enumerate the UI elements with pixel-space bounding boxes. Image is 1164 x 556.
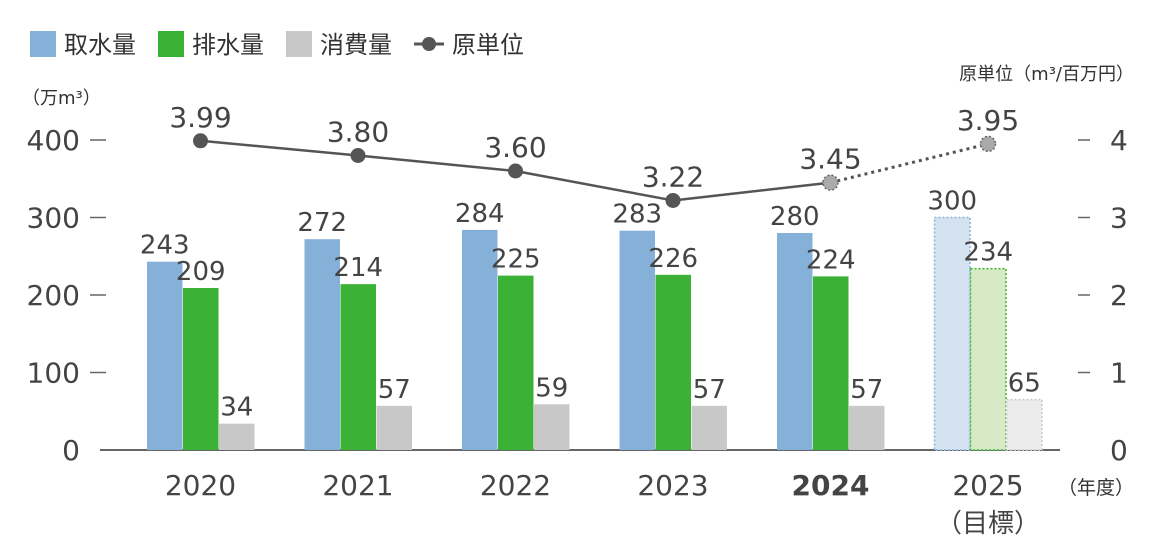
line-segment-2 [515, 169, 674, 202]
bar-value-label-0-2020: 243 [140, 231, 190, 261]
line-value-label-2025: 3.95 [957, 104, 1019, 137]
bar-0-2023 [619, 230, 655, 450]
y-left-tick-label-4: 400 [27, 124, 80, 157]
line-segment-0 [200, 139, 359, 157]
y-right-tick-label-0: 0 [1110, 434, 1128, 467]
legend-swatch-2 [286, 31, 312, 57]
bar-2-2022 [534, 404, 570, 450]
bar-2-2025 [1005, 398, 1043, 451]
bar-1-2024 [813, 276, 849, 450]
bar-value-label-2-2025: 65 [1008, 369, 1041, 399]
bar-2-2020 [219, 423, 255, 450]
bar-2-2021 [376, 405, 412, 450]
bar-value-label-1-2021: 214 [333, 253, 383, 283]
x-tick-sublabel-2025: （目標） [936, 509, 1040, 539]
legend-label-1: 排水量 [192, 31, 264, 59]
x-axis-unit-label: （年度） [1058, 477, 1134, 499]
x-tick-label-2025: 2025 [952, 469, 1023, 502]
y-left-tick-label-2: 200 [27, 279, 80, 312]
line-value-label-2020: 3.99 [169, 101, 231, 134]
legend: 取水量 排水量 消費量 原単位 [30, 31, 524, 59]
legend-marker-3 [422, 37, 436, 51]
bar-value-label-1-2025: 234 [963, 238, 1013, 268]
line-point-2020 [193, 133, 208, 149]
line-value-label-2024: 3.45 [799, 143, 861, 176]
line-value-label-2022: 3.60 [484, 131, 546, 164]
bar-value-label-1-2020: 209 [176, 257, 226, 287]
line-value-label-2021: 3.80 [327, 116, 389, 149]
bar-value-label-0-2024: 280 [770, 202, 820, 232]
bar-value-label-2-2022: 59 [535, 373, 568, 403]
y-axis-left-label: （万m³） [22, 88, 101, 109]
y-right-tick-label-4: 4 [1110, 124, 1128, 157]
bar-value-label-2-2020: 34 [220, 393, 253, 423]
bar-value-label-1-2023: 226 [648, 244, 698, 274]
x-tick-label-2020: 2020 [165, 469, 236, 502]
x-tick-label-2024: 2024 [792, 469, 870, 502]
bar-2-2023 [691, 405, 727, 450]
y-right-tick-label-2: 2 [1110, 279, 1128, 312]
bar-value-label-2-2023: 57 [693, 375, 726, 405]
bar-value-label-0-2025: 300 [927, 187, 977, 217]
y-right-tick-label-3: 3 [1110, 202, 1128, 235]
line-value-label-2023: 3.22 [642, 160, 704, 193]
bar-1-2022 [498, 275, 534, 450]
line-point-2024 [822, 174, 839, 191]
line-segment-4 [830, 142, 989, 185]
x-tick-label-2021: 2021 [322, 469, 393, 502]
line-point-2021 [350, 148, 366, 163]
y-right-tick-label-1: 1 [1110, 357, 1128, 390]
bar-0-2022 [462, 229, 498, 450]
legend-swatch-0 [30, 31, 56, 57]
line-point-2022 [508, 163, 523, 179]
bar-value-label-0-2023: 283 [612, 200, 662, 230]
bar-1-2021 [340, 284, 376, 450]
line-point-2023 [665, 192, 681, 208]
x-axis-labels: 2020 2021 2022 2023 2024 2025 （目標） [165, 469, 1040, 539]
bar-value-label-0-2021: 272 [297, 208, 347, 238]
y-left-tick-label-3: 300 [27, 202, 80, 235]
line-point-2025 [979, 135, 997, 153]
legend-label-0: 取水量 [64, 31, 136, 59]
intensity-line: 3.99 3.80 3.60 3.22 3.45 3.95 [169, 101, 1019, 208]
legend-label-2: 消費量 [320, 31, 392, 59]
bar-0-2024 [777, 233, 813, 450]
bar-1-2020 [183, 288, 219, 450]
bar-0-2025 [933, 216, 971, 451]
bar-value-label-0-2022: 284 [455, 199, 505, 229]
bar-1-2023 [655, 274, 691, 450]
x-tick-label-2023: 2023 [637, 469, 708, 502]
x-tick-label-2022: 2022 [480, 469, 551, 502]
bar-0-2020 [147, 261, 183, 450]
bar-2-2024 [849, 405, 885, 450]
legend-swatch-1 [158, 31, 184, 57]
y-left-tick-label-1: 100 [27, 357, 80, 390]
bar-1-2025 [969, 267, 1007, 451]
line-segment-1 [357, 154, 516, 173]
bar-value-label-2-2021: 57 [378, 375, 411, 405]
bar-0-2021 [304, 239, 340, 450]
bar-value-label-1-2024: 224 [806, 245, 856, 275]
bar-value-label-1-2022: 225 [491, 245, 541, 275]
line-segment-3 [672, 181, 831, 202]
bar-value-label-2-2024: 57 [850, 375, 883, 405]
legend-label-3: 原単位 [452, 31, 524, 59]
y-left-tick-label-0: 0 [62, 434, 80, 467]
y-axis-right-label: 原単位（m³/百万円） [959, 64, 1134, 85]
